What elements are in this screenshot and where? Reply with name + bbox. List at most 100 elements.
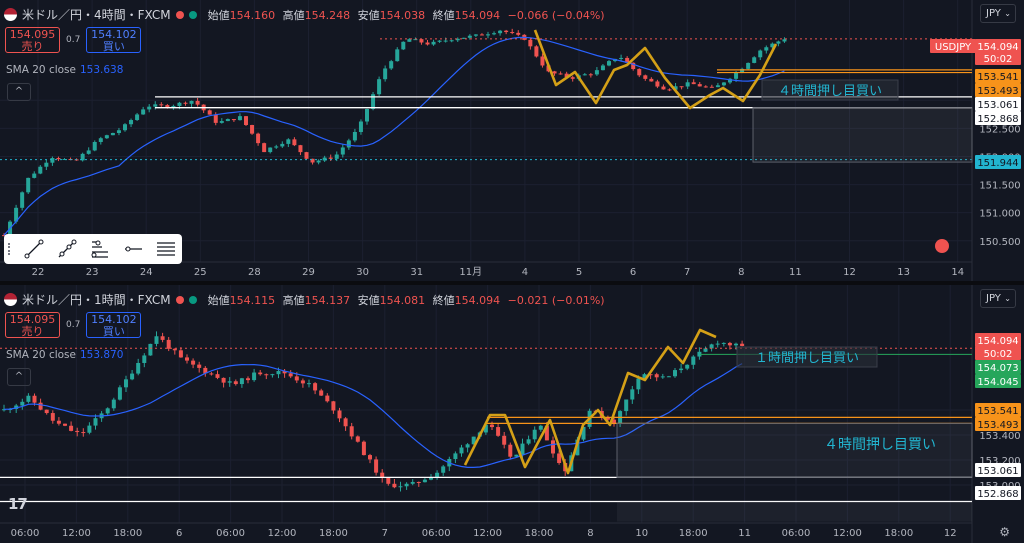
candle-body bbox=[691, 82, 696, 85]
candle-body bbox=[709, 86, 714, 88]
candle-body bbox=[75, 430, 80, 433]
symbol-title[interactable]: 米ドル／円・1時間・FXCM bbox=[22, 293, 171, 307]
sma-legend[interactable]: SMA 20 close 153.638 bbox=[6, 64, 123, 76]
y-axis-tick-label: 151.000 bbox=[979, 209, 1020, 220]
candle-body bbox=[313, 383, 318, 391]
fib-icon[interactable] bbox=[87, 238, 113, 260]
parallel-lines-icon[interactable] bbox=[153, 238, 179, 260]
buy-button[interactable]: 154.102 買い bbox=[86, 27, 142, 53]
collapse-legend-button[interactable]: ^ bbox=[7, 83, 31, 101]
candle-body bbox=[258, 372, 263, 375]
candle-body bbox=[62, 159, 67, 161]
candle-body bbox=[654, 374, 659, 378]
candle-body bbox=[431, 41, 436, 45]
x-axis-tick-label: 12 bbox=[843, 267, 856, 278]
candle-body bbox=[298, 145, 303, 153]
currency-select[interactable]: JPY ⌄ bbox=[980, 289, 1016, 308]
candle-body bbox=[395, 49, 400, 62]
candle-body bbox=[496, 427, 501, 436]
candle-body bbox=[752, 57, 757, 63]
buy-label: 買い bbox=[102, 325, 125, 338]
symbol-title[interactable]: 米ドル／円・4時間・FXCM bbox=[22, 8, 171, 22]
candle-body bbox=[294, 376, 299, 381]
buy-sell-widget: 154.095 売り 0.7 154.102 買い bbox=[5, 27, 142, 53]
candle-body bbox=[262, 143, 267, 153]
spread-value: 0.7 bbox=[66, 320, 81, 330]
tradingview-logo-icon[interactable]: 17 bbox=[8, 495, 28, 513]
candle-body bbox=[582, 74, 587, 76]
candle-body bbox=[637, 69, 642, 76]
candle-body bbox=[770, 43, 775, 48]
candle-body bbox=[544, 425, 549, 441]
buy-label: 買い bbox=[102, 40, 125, 53]
candle-body bbox=[558, 73, 563, 75]
us-flag-icon bbox=[4, 8, 17, 21]
candle-body bbox=[685, 364, 690, 369]
candle-body bbox=[14, 207, 19, 222]
price-tag-154073: 154.073 bbox=[977, 363, 1018, 374]
candle-body bbox=[282, 371, 287, 374]
sma-value: 153.870 bbox=[80, 349, 124, 361]
x-axis-tick-label: 12:00 bbox=[268, 528, 297, 539]
open-value: 154.160 bbox=[229, 8, 276, 22]
info-line-icon[interactable] bbox=[54, 238, 80, 260]
sell-button[interactable]: 154.095 売り bbox=[5, 27, 60, 53]
x-axis-tick-label: 12:00 bbox=[833, 528, 862, 539]
candle-body bbox=[510, 32, 515, 34]
sell-button[interactable]: 154.095 売り bbox=[5, 312, 60, 338]
candle-body bbox=[349, 426, 354, 437]
candle-body bbox=[116, 130, 121, 133]
buy-button[interactable]: 154.102 買い bbox=[86, 312, 142, 338]
candle-body bbox=[498, 30, 503, 34]
drag-handle-icon[interactable] bbox=[8, 243, 14, 255]
x-axis-tick-label: 4 bbox=[522, 267, 528, 278]
trend-line-icon[interactable] bbox=[21, 238, 47, 260]
candle-body bbox=[130, 373, 135, 380]
price-tag-151944-bg bbox=[975, 155, 1021, 169]
x-axis-tick-label: 12 bbox=[944, 528, 957, 539]
candle-body bbox=[437, 40, 442, 42]
candle-body bbox=[286, 139, 291, 144]
settings-gear-icon[interactable]: ⚙ bbox=[999, 525, 1010, 539]
high-label: 高値 bbox=[282, 8, 305, 22]
candle-body bbox=[467, 35, 472, 38]
buy-price: 154.102 bbox=[91, 28, 137, 41]
currency-select[interactable]: JPY ⌄ bbox=[980, 4, 1016, 23]
price-tag-153493-bg bbox=[975, 417, 1021, 431]
candle-body bbox=[153, 104, 158, 107]
candle-body bbox=[172, 348, 177, 351]
candle-body bbox=[655, 81, 660, 87]
candle-body bbox=[361, 441, 366, 456]
candle-body bbox=[673, 370, 677, 377]
chart-panel-4h[interactable]: 222324252829303111月4567811121314153.0001… bbox=[0, 0, 1024, 281]
candle-body bbox=[32, 395, 37, 403]
panel-divider[interactable] bbox=[0, 281, 1024, 285]
candle-body bbox=[516, 32, 521, 35]
collapse-legend-button[interactable]: ^ bbox=[7, 368, 31, 386]
sma-20-line bbox=[3, 363, 743, 468]
candle-body bbox=[87, 425, 92, 433]
candle-body bbox=[352, 131, 357, 141]
candle-body bbox=[557, 453, 562, 463]
chart-panel-1h[interactable]: 06:00 12:00 18:00 6 06:00 12:00 18:00 7 06:00 12:… bbox=[0, 285, 1024, 543]
candle-body bbox=[532, 429, 537, 440]
candle-body bbox=[380, 472, 385, 478]
candle-body bbox=[365, 108, 369, 122]
x-axis-tick-label: 18:00 bbox=[113, 528, 142, 539]
x-axis-tick-label: 18:00 bbox=[525, 528, 554, 539]
candle-body bbox=[667, 89, 672, 91]
y-axis-tick-label: 153.400 bbox=[979, 431, 1020, 442]
chart-1h-plot[interactable]: 06:00 12:00 18:00 6 06:00 12:00 18:00 7 06:00 12:… bbox=[0, 285, 1024, 543]
candle-body bbox=[221, 377, 226, 383]
x-axis-tick-label: 28 bbox=[248, 267, 261, 278]
chevron-down-icon: ⌄ bbox=[1004, 9, 1011, 18]
candle-body bbox=[322, 157, 327, 161]
sma-legend[interactable]: SMA 20 close 153.870 bbox=[6, 349, 123, 361]
y-axis-tick-label: 152.500 bbox=[979, 124, 1020, 135]
horizontal-ray-icon[interactable] bbox=[120, 238, 146, 260]
price-tag-countdown: 50:02 bbox=[984, 54, 1013, 65]
candle-body bbox=[422, 479, 427, 483]
candle-body bbox=[191, 360, 196, 365]
y-axis-tick-label: 150.500 bbox=[979, 237, 1020, 248]
price-tag-152868: 152.868 bbox=[977, 114, 1018, 125]
